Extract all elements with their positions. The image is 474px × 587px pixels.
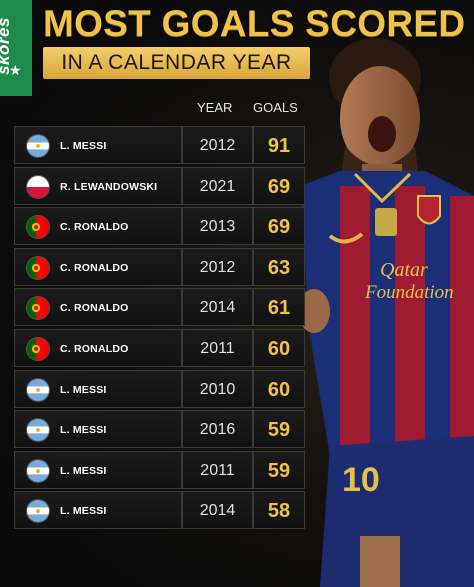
goals-value: 59 (267, 459, 291, 482)
subtitle-banner: IN A CALENDAR YEAR (43, 47, 310, 79)
player-name: C. RONALDO (60, 302, 129, 315)
year-cell: 2021 (182, 166, 253, 205)
goals-value: 91 (267, 135, 291, 157)
year-value: 2011 (200, 339, 235, 357)
player-name: C. RONALDO (60, 261, 129, 274)
argentina-flag-icon (27, 135, 49, 157)
year-cell: 2014 (182, 491, 253, 530)
year-cell: 2011 (182, 328, 253, 367)
player-name: L. MESSI (60, 383, 107, 396)
year-value: 2012 (199, 137, 236, 154)
goals-cell: 58 (253, 491, 305, 530)
player-name: L. MESSI (60, 140, 107, 152)
year-cell: 2011 (182, 450, 253, 489)
year-value: 2016 (199, 421, 236, 439)
player-cell: L. MESSI (14, 369, 182, 408)
year-value: 2014 (199, 502, 236, 520)
player-name: R. LEWANDOWSKI (60, 180, 158, 193)
year-cell: 2012 (182, 126, 253, 164)
player-name: L. MESSI (60, 505, 107, 518)
portugal-flag-icon (27, 337, 49, 360)
poland-flag-icon (27, 175, 49, 198)
argentina-flag-icon (27, 378, 49, 401)
subtitle: IN A CALENDAR YEAR (61, 51, 292, 74)
year-value: 2012 (199, 258, 236, 276)
argentina-flag-icon (27, 419, 49, 442)
player-cell: R. LEWANDOWSKI (14, 166, 182, 205)
table-row: L. MESSI 2010 60 (14, 369, 305, 411)
player-cell: L. MESSI (14, 126, 182, 164)
argentina-flag-icon (27, 500, 49, 523)
page-title: MOST GOALS SCORED (43, 3, 466, 44)
year-value: 2021 (199, 177, 236, 195)
goals-table: L. MESSI 2012 91 R. LEWANDOWSKI 2021 69 C. RON… (14, 126, 305, 532)
year-value: 2013 (199, 218, 236, 236)
goals-cell: 59 (253, 410, 305, 449)
goals-cell: 63 (253, 247, 305, 286)
table-row: C. RONALDO 2014 61 (14, 288, 305, 329)
player-photo: Qatar Foundation 10 (300, 38, 474, 587)
portugal-flag-icon (27, 297, 49, 320)
year-value: 2011 (200, 461, 235, 479)
goals-value: 61 (267, 297, 291, 320)
year-cell: 2012 (182, 247, 253, 286)
portugal-flag-icon (27, 256, 49, 279)
player-name: L. MESSI (60, 424, 107, 437)
goals-value: 60 (267, 378, 291, 401)
player-name: C. RONALDO (60, 221, 129, 234)
goals-cell: 59 (253, 450, 305, 489)
sponsor-line2: Foundation (364, 282, 454, 303)
player-cell: C. RONALDO (14, 207, 182, 246)
table-row: L. MESSI 2011 59 (14, 450, 305, 492)
goals-column-header: GOALS (253, 100, 298, 115)
player-cell: C. RONALDO (14, 247, 182, 286)
table-row: L. MESSI 2012 91 (14, 126, 305, 167)
year-value: 2014 (199, 299, 236, 317)
goals-value: 69 (267, 175, 291, 198)
table-row: L. MESSI 2016 59 (14, 410, 305, 451)
year-cell: 2014 (182, 288, 253, 327)
year-value: 2010 (199, 380, 236, 398)
player-cell: C. RONALDO (14, 288, 182, 327)
player-cell: C. RONALDO (14, 328, 182, 367)
table-row: R. LEWANDOWSKI 2021 69 (14, 166, 305, 208)
goals-cell: 60 (253, 369, 305, 408)
player-cell: L. MESSI (14, 450, 182, 489)
goals-cell: 91 (253, 126, 305, 164)
player-cell: L. MESSI (14, 491, 182, 530)
table-row: C. RONALDO 2011 60 (14, 328, 305, 370)
goals-cell: 61 (253, 288, 305, 327)
goals-value: 69 (267, 216, 291, 239)
year-cell: 2016 (182, 410, 253, 449)
table-row: C. RONALDO 2012 63 (14, 247, 305, 289)
year-column-header: YEAR (197, 100, 233, 115)
goals-value: 59 (267, 419, 291, 442)
argentina-flag-icon (27, 459, 49, 482)
sponsor-line1: Qatar (380, 259, 428, 281)
shorts-number: 10 (342, 461, 380, 499)
table-row: C. RONALDO 2013 69 (14, 207, 305, 248)
brand-strip: skores ★ (0, 0, 32, 96)
player-cell: L. MESSI (14, 410, 182, 449)
portugal-flag-icon (27, 216, 49, 239)
goals-value: 63 (267, 256, 291, 279)
player-name: C. RONALDO (60, 342, 129, 355)
goals-cell: 69 (253, 207, 305, 246)
goals-cell: 60 (253, 328, 305, 367)
star-icon: ★ (9, 62, 22, 78)
goals-value: 58 (267, 500, 291, 523)
year-cell: 2013 (182, 207, 253, 246)
year-cell: 2010 (182, 369, 253, 408)
player-name: L. MESSI (60, 464, 107, 477)
table-row: L. MESSI 2014 58 (14, 491, 305, 532)
goals-value: 60 (267, 337, 291, 360)
goals-cell: 69 (253, 166, 305, 205)
